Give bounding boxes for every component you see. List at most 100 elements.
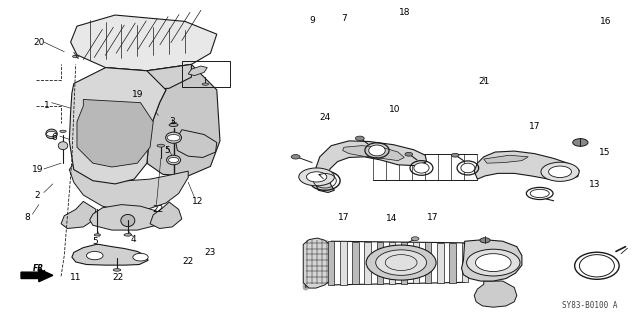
Ellipse shape: [580, 255, 614, 277]
Text: 9: 9: [310, 16, 315, 25]
Polygon shape: [483, 155, 528, 163]
Text: 21: 21: [478, 77, 489, 86]
Polygon shape: [401, 242, 407, 284]
Ellipse shape: [461, 163, 475, 173]
Ellipse shape: [113, 269, 121, 271]
Circle shape: [306, 172, 327, 182]
Polygon shape: [364, 242, 371, 284]
Ellipse shape: [124, 234, 132, 236]
Ellipse shape: [94, 234, 101, 236]
Ellipse shape: [169, 123, 178, 126]
Text: 20: 20: [33, 38, 45, 47]
Text: 17: 17: [529, 122, 540, 131]
Polygon shape: [61, 201, 96, 228]
Ellipse shape: [60, 130, 66, 132]
Text: 6: 6: [52, 133, 57, 142]
Text: 19: 19: [132, 90, 143, 99]
Text: 2: 2: [35, 190, 40, 200]
Text: 22: 22: [183, 258, 194, 267]
Circle shape: [47, 131, 57, 136]
Text: 19: 19: [32, 165, 43, 174]
Polygon shape: [425, 243, 431, 283]
Circle shape: [291, 155, 300, 159]
Polygon shape: [413, 242, 419, 283]
Text: 12: 12: [192, 197, 203, 206]
Ellipse shape: [121, 214, 135, 227]
Ellipse shape: [157, 144, 165, 147]
Polygon shape: [21, 269, 53, 282]
Circle shape: [573, 139, 588, 146]
Circle shape: [133, 253, 148, 261]
Polygon shape: [90, 204, 163, 230]
Ellipse shape: [369, 145, 385, 156]
Polygon shape: [99, 64, 191, 90]
Circle shape: [405, 152, 413, 156]
Polygon shape: [352, 242, 359, 284]
Text: 17: 17: [427, 213, 439, 222]
Text: 18: 18: [399, 8, 410, 17]
Circle shape: [168, 134, 180, 141]
Polygon shape: [376, 242, 383, 284]
Polygon shape: [303, 238, 331, 288]
Ellipse shape: [46, 129, 57, 139]
Polygon shape: [175, 130, 217, 157]
Polygon shape: [77, 100, 154, 167]
Circle shape: [412, 237, 419, 241]
Text: 22: 22: [153, 205, 164, 214]
Text: 10: 10: [389, 105, 401, 114]
Ellipse shape: [167, 155, 180, 165]
Circle shape: [548, 166, 571, 178]
Bar: [182, 61, 229, 87]
Text: 14: 14: [386, 214, 397, 223]
Text: 5: 5: [92, 237, 97, 246]
Ellipse shape: [58, 142, 68, 150]
Circle shape: [87, 252, 103, 260]
Ellipse shape: [202, 83, 208, 85]
Polygon shape: [150, 202, 182, 228]
Circle shape: [376, 250, 427, 275]
Polygon shape: [147, 64, 220, 176]
Polygon shape: [437, 243, 443, 283]
Polygon shape: [69, 163, 188, 211]
Polygon shape: [343, 146, 404, 161]
Ellipse shape: [73, 55, 79, 58]
Text: 8: 8: [24, 213, 31, 222]
Circle shape: [452, 153, 459, 157]
Text: 4: 4: [130, 235, 136, 244]
Polygon shape: [72, 244, 148, 265]
Polygon shape: [474, 151, 579, 180]
Text: 13: 13: [589, 180, 601, 189]
Ellipse shape: [414, 163, 429, 173]
Text: 16: 16: [600, 17, 612, 26]
Polygon shape: [69, 68, 166, 184]
Text: 23: 23: [204, 248, 216, 257]
Text: 24: 24: [319, 114, 331, 123]
Polygon shape: [315, 141, 427, 193]
Text: 15: 15: [599, 148, 610, 157]
Text: 17: 17: [338, 213, 350, 222]
Polygon shape: [328, 241, 334, 285]
Ellipse shape: [530, 189, 549, 197]
Text: 22: 22: [113, 273, 124, 282]
Circle shape: [466, 249, 520, 276]
Text: 1: 1: [43, 101, 49, 110]
Polygon shape: [474, 281, 517, 307]
Circle shape: [480, 238, 490, 243]
Text: FR.: FR.: [33, 264, 47, 273]
Text: 7: 7: [341, 14, 347, 23]
Text: 11: 11: [70, 273, 82, 282]
Circle shape: [475, 254, 511, 271]
Circle shape: [355, 136, 364, 140]
Text: SY83-B0100 A: SY83-B0100 A: [562, 301, 617, 310]
Polygon shape: [188, 66, 207, 76]
Circle shape: [169, 157, 178, 163]
Ellipse shape: [166, 132, 182, 143]
Text: 5: 5: [164, 146, 170, 155]
Text: 3: 3: [169, 117, 175, 126]
Circle shape: [541, 162, 579, 181]
Circle shape: [299, 168, 334, 186]
Polygon shape: [462, 243, 468, 282]
Polygon shape: [462, 240, 522, 281]
Polygon shape: [340, 241, 347, 285]
Polygon shape: [389, 242, 395, 284]
